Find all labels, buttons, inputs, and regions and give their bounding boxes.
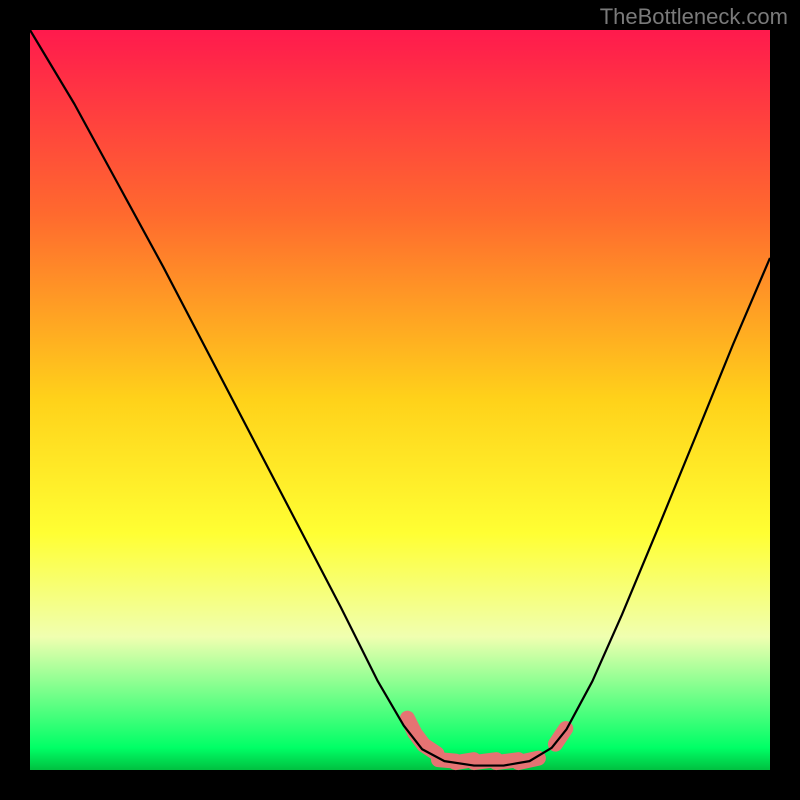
bottleneck-chart <box>0 0 800 800</box>
plot-area <box>30 30 770 770</box>
chart-stage: TheBottleneck.com <box>0 0 800 800</box>
watermark-label: TheBottleneck.com <box>600 4 788 30</box>
